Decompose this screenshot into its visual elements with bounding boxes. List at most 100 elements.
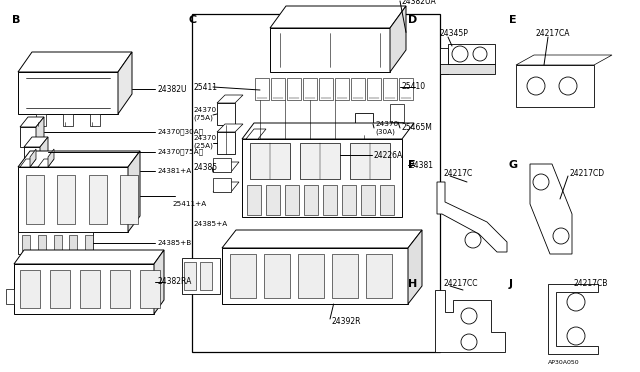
Text: 24217CD: 24217CD <box>570 170 605 179</box>
Polygon shape <box>18 232 93 254</box>
Circle shape <box>567 293 585 311</box>
Bar <box>50 270 70 308</box>
Polygon shape <box>48 149 54 167</box>
Text: 24381: 24381 <box>410 161 434 170</box>
Text: 24385+A: 24385+A <box>193 221 227 227</box>
Bar <box>250 143 290 179</box>
Bar <box>380 185 394 215</box>
Bar <box>264 254 290 298</box>
Polygon shape <box>118 52 132 114</box>
Bar <box>120 175 138 224</box>
Circle shape <box>473 47 487 61</box>
Polygon shape <box>516 65 594 107</box>
Polygon shape <box>38 235 45 251</box>
Bar <box>247 185 261 215</box>
Polygon shape <box>246 129 266 139</box>
Polygon shape <box>217 103 235 125</box>
Text: 24385+B: 24385+B <box>157 240 191 246</box>
Polygon shape <box>242 123 414 139</box>
Circle shape <box>465 232 481 248</box>
Bar <box>304 185 318 215</box>
Text: 24370: 24370 <box>193 107 216 113</box>
Polygon shape <box>516 55 612 65</box>
Polygon shape <box>69 235 77 251</box>
Polygon shape <box>335 78 349 100</box>
Polygon shape <box>217 95 243 103</box>
Polygon shape <box>270 28 390 72</box>
Bar <box>323 185 337 215</box>
Polygon shape <box>213 178 231 192</box>
Polygon shape <box>390 6 406 72</box>
Polygon shape <box>271 78 285 100</box>
Polygon shape <box>154 250 164 314</box>
Text: C: C <box>189 15 197 25</box>
Polygon shape <box>222 248 408 304</box>
Text: B: B <box>12 15 20 25</box>
Bar <box>342 185 356 215</box>
Text: E: E <box>509 15 516 25</box>
Polygon shape <box>213 162 239 172</box>
Circle shape <box>452 46 468 62</box>
Bar <box>80 270 100 308</box>
Text: 24370〃30A〄: 24370〃30A〄 <box>157 129 203 135</box>
Bar <box>361 185 375 215</box>
Text: (25A): (25A) <box>193 143 213 149</box>
Bar <box>298 254 324 298</box>
Text: 24370: 24370 <box>193 135 216 141</box>
Circle shape <box>559 77 577 95</box>
Circle shape <box>553 228 569 244</box>
Bar <box>140 270 160 308</box>
Bar <box>390 104 404 122</box>
Polygon shape <box>14 264 154 314</box>
Polygon shape <box>408 230 422 304</box>
Polygon shape <box>287 78 301 100</box>
Text: 24382U: 24382U <box>157 85 186 94</box>
Bar <box>184 262 196 290</box>
Polygon shape <box>18 72 118 114</box>
Polygon shape <box>30 149 36 167</box>
Polygon shape <box>14 250 164 264</box>
Polygon shape <box>40 137 48 167</box>
Text: 24370: 24370 <box>375 121 398 127</box>
Bar <box>230 254 256 298</box>
Polygon shape <box>448 44 495 64</box>
Circle shape <box>461 334 477 350</box>
Bar <box>6 289 14 304</box>
Bar <box>26 175 44 224</box>
Text: 24381+A: 24381+A <box>157 168 191 174</box>
Text: 24382UA: 24382UA <box>402 0 436 6</box>
Bar <box>366 254 392 298</box>
Polygon shape <box>548 284 598 354</box>
Polygon shape <box>24 147 40 167</box>
Polygon shape <box>530 164 572 254</box>
Polygon shape <box>36 114 46 126</box>
Bar <box>350 143 390 179</box>
Text: (30A): (30A) <box>375 129 395 135</box>
Text: 24217CB: 24217CB <box>573 279 607 289</box>
Text: F: F <box>408 160 416 170</box>
Circle shape <box>567 327 585 345</box>
Text: J: J <box>509 279 513 289</box>
Polygon shape <box>20 127 36 147</box>
Polygon shape <box>213 158 231 172</box>
Polygon shape <box>18 151 140 167</box>
Polygon shape <box>85 235 93 251</box>
Bar <box>20 270 40 308</box>
Bar <box>192 14 440 352</box>
Circle shape <box>527 77 545 95</box>
Polygon shape <box>351 78 365 100</box>
Text: AP30A050: AP30A050 <box>548 359 580 365</box>
Polygon shape <box>36 117 44 147</box>
Polygon shape <box>18 52 132 72</box>
Text: 25411: 25411 <box>193 83 217 92</box>
Bar <box>110 270 130 308</box>
Text: 24217C: 24217C <box>444 170 473 179</box>
Text: G: G <box>509 160 518 170</box>
Bar <box>200 262 212 290</box>
Polygon shape <box>128 151 140 232</box>
Polygon shape <box>63 114 73 126</box>
Bar <box>300 143 340 179</box>
Polygon shape <box>18 167 128 232</box>
Polygon shape <box>440 48 448 74</box>
Circle shape <box>533 174 549 190</box>
